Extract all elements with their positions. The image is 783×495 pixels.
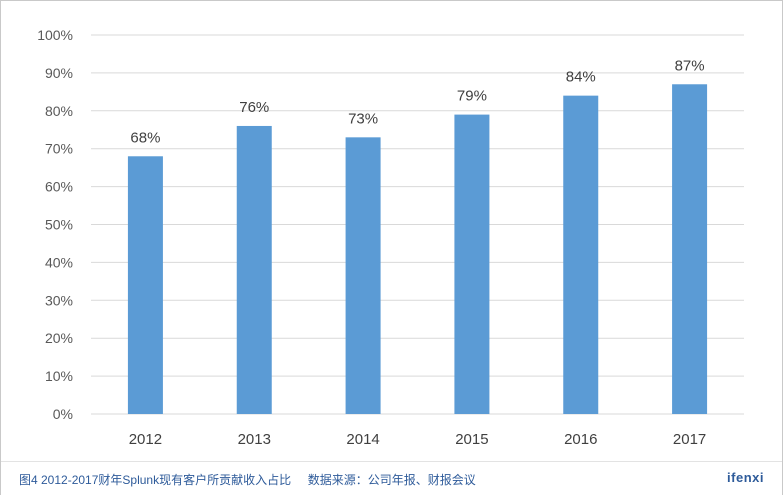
y-tick-label: 40% (45, 254, 73, 270)
y-tick-label: 90% (45, 65, 73, 81)
bar-chart: 0% 10% 20% 30% 40% 50% 60% 70% 80% 90% 100% 68% 76%… (37, 27, 744, 448)
gridlines (91, 34, 744, 415)
data-label-2012: 68% (130, 129, 160, 146)
y-tick-label: 10% (45, 368, 73, 384)
x-tick-label: 2014 (346, 431, 379, 448)
brand-logo: ifenxi (727, 470, 764, 485)
x-tick-label: 2016 (564, 431, 597, 448)
y-tick-label: 70% (45, 141, 73, 157)
x-tick-label: 2013 (238, 431, 271, 448)
x-tick-label: 2017 (673, 431, 706, 448)
y-tick-label: 50% (45, 217, 73, 233)
y-tick-label: 80% (45, 103, 73, 119)
bar-2012 (127, 156, 163, 414)
bar-2015 (454, 114, 490, 414)
bar-2016 (563, 95, 599, 414)
y-tick-label: 20% (45, 330, 73, 346)
x-axis-ticks: 2012 2013 2014 2015 2016 2017 (129, 431, 707, 448)
data-labels: 68% 76% 73% 79% 84% 87% (130, 57, 704, 146)
figure-caption: 图4 2012-2017财年Splunk现有客户所贡献收入占比 数据来源：公司年… (19, 473, 476, 487)
data-label-2016: 84% (566, 69, 596, 86)
y-tick-label: 100% (37, 27, 73, 43)
bars (127, 84, 708, 415)
data-label-2013: 76% (239, 99, 269, 116)
data-label-2015: 79% (457, 88, 487, 105)
y-axis-ticks: 0% 10% 20% 30% 40% 50% 60% 70% 80% 90% 100% (37, 27, 73, 422)
figure-footer: 图4 2012-2017财年Splunk现有客户所贡献收入占比 数据来源：公司年… (1, 461, 782, 495)
bar-2014 (345, 137, 381, 414)
bar-2013 (236, 125, 272, 415)
y-tick-label: 30% (45, 292, 73, 308)
x-tick-label: 2015 (455, 431, 488, 448)
y-tick-label: 0% (53, 406, 73, 422)
bar-2017 (672, 84, 708, 415)
data-label-2014: 73% (348, 110, 378, 127)
x-tick-label: 2012 (129, 431, 162, 448)
y-tick-label: 60% (45, 179, 73, 195)
data-label-2017: 87% (675, 57, 705, 74)
